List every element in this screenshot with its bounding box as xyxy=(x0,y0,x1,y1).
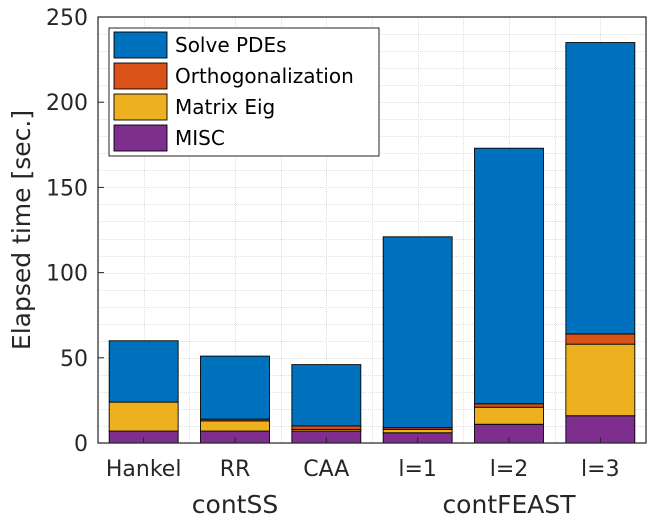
legend-swatch-solve-pdes xyxy=(113,31,168,59)
x-tick-label: CAA xyxy=(303,457,349,482)
bar-segment-solve-pdes-caa xyxy=(291,364,362,427)
y-tick-label: 250 xyxy=(46,6,88,31)
bar-segment-solve-pdes-l-3 xyxy=(565,42,636,335)
bar-segment-matrix-eig-hankel xyxy=(108,401,179,432)
legend-label-misc: MISC xyxy=(175,126,225,150)
bar-segment-orthogonalization-l-3 xyxy=(565,333,636,345)
x-tick-label: RR xyxy=(220,457,251,482)
legend-label-matrix-eig: Matrix Eig xyxy=(175,95,275,119)
legend-swatch-misc xyxy=(113,124,168,152)
bar-segment-orthogonalization-caa xyxy=(291,425,362,430)
legend-label-solve-pdes: Solve PDEs xyxy=(175,33,287,57)
legend-swatch-orthogonalization xyxy=(113,62,168,90)
y-tick-label: 150 xyxy=(46,176,88,201)
bar-segment-matrix-eig-l-1 xyxy=(382,428,453,434)
bar-segment-matrix-eig-l-3 xyxy=(565,343,636,417)
legend-swatch-matrix-eig xyxy=(113,93,168,121)
x-tick-label: l=2 xyxy=(490,457,529,482)
x-tick-label: Hankel xyxy=(106,457,182,482)
bar-segment-matrix-eig-l-2 xyxy=(474,406,544,425)
legend: Solve PDEs Orthogonalization Matrix Eig MIS… xyxy=(108,27,380,157)
x-group-label: contSS xyxy=(192,490,278,519)
bar-segment-solve-pdes-l-2 xyxy=(474,147,544,405)
y-axis-label: Elapsed time [sec.] xyxy=(7,110,36,350)
y-tick-label: 0 xyxy=(74,432,88,457)
y-axis: 0 50 100 150 200 250 xyxy=(46,6,104,457)
bar-segment-matrix-eig-rr xyxy=(200,420,270,432)
y-tick-label: 50 xyxy=(60,347,88,372)
x-group-label: contFEAST xyxy=(442,490,576,519)
y-tick-label: 200 xyxy=(46,91,88,116)
x-axis: Hankel RR CAA l=1 l=2 l=3 contSS contFEAST xyxy=(106,437,620,519)
x-tick-label: l=1 xyxy=(398,457,437,482)
bar-segment-solve-pdes-rr xyxy=(200,355,270,420)
y-tick-label: 100 xyxy=(46,262,88,287)
bar-segment-solve-pdes-l-1 xyxy=(382,236,453,429)
bar-segment-solve-pdes-hankel xyxy=(108,340,179,403)
bar-segment-orthogonalization-l-2 xyxy=(474,403,544,408)
plot-frame xyxy=(97,16,647,444)
legend-label-orthogonalization: Orthogonalization xyxy=(175,64,354,88)
x-tick-label: l=3 xyxy=(581,457,620,482)
